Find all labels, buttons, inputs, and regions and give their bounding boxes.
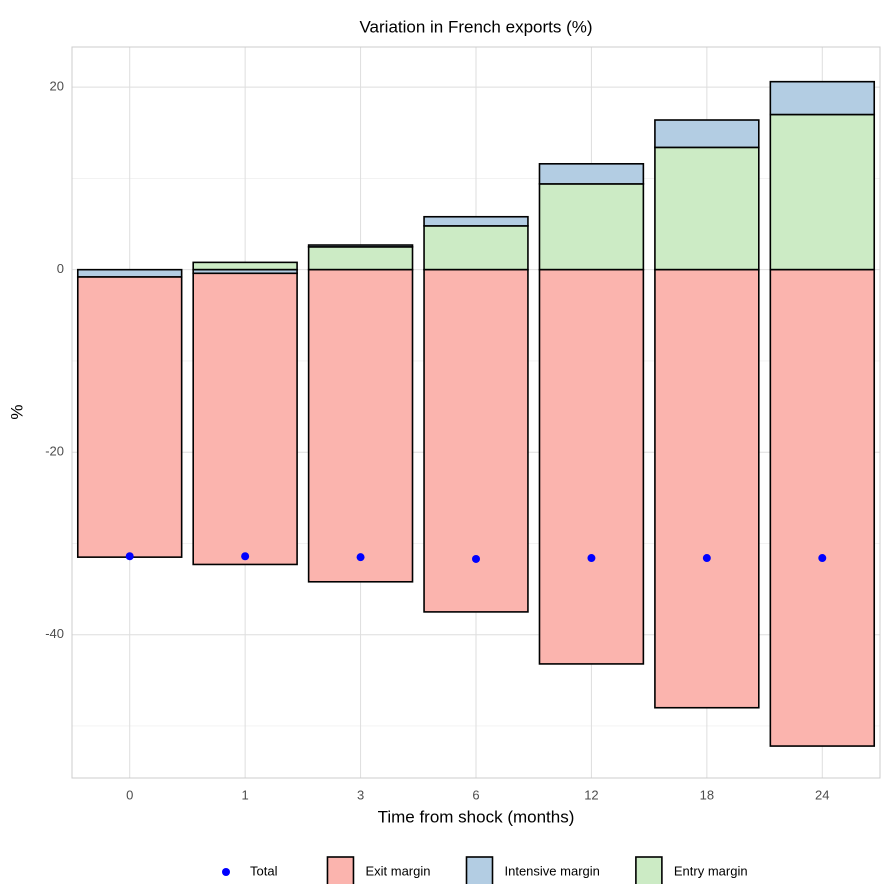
bar-segment	[423, 225, 529, 271]
total-point	[702, 554, 711, 563]
x-axis-label: Time from shock (months)	[378, 807, 575, 826]
y-tick-label: -20	[45, 444, 64, 459]
legend-swatch	[635, 856, 663, 884]
bar-segment	[538, 183, 645, 271]
bar-segment	[538, 268, 645, 665]
bar-segment	[538, 163, 645, 185]
y-axis-label: %	[7, 404, 26, 419]
bar-segment	[192, 272, 298, 566]
total-point	[356, 553, 365, 562]
y-tick-label: 20	[50, 79, 64, 94]
legend-swatch	[326, 856, 355, 884]
legend-point	[222, 868, 230, 876]
bar-segment	[423, 215, 529, 227]
legend-label: Total	[250, 863, 278, 878]
bar-segment	[307, 268, 414, 583]
bar-segment	[307, 244, 414, 248]
bar-segment	[423, 268, 529, 613]
bar-segment	[654, 268, 760, 709]
legend-label: Exit margin	[365, 863, 430, 878]
bar-segment	[76, 276, 183, 558]
legend-label: Entry margin	[674, 863, 748, 878]
x-tick-label: 12	[584, 787, 598, 802]
bar-segment	[769, 80, 876, 116]
bar-segment	[654, 146, 760, 271]
y-tick-label: 0	[57, 261, 64, 276]
y-tick-label: -40	[45, 626, 64, 641]
bar-segment	[76, 268, 183, 278]
total-point	[472, 554, 480, 563]
x-tick-label: 1	[242, 787, 249, 802]
legend-swatch	[465, 856, 494, 884]
x-tick-label: 24	[815, 787, 829, 802]
x-tick-label: 3	[357, 787, 364, 802]
bar-segment	[769, 113, 876, 271]
bar-segment	[654, 119, 760, 149]
bar-segment	[192, 261, 298, 271]
bar-segment	[307, 246, 414, 271]
x-tick-label: 18	[700, 787, 714, 802]
total-point	[587, 554, 596, 563]
legend-label: Intensive margin	[505, 863, 600, 878]
panel-border	[71, 46, 881, 779]
chart-title: Variation in French exports (%)	[359, 17, 592, 36]
total-point	[818, 554, 827, 563]
bar-segment	[769, 268, 876, 747]
x-tick-label: 0	[126, 787, 133, 802]
total-point	[125, 552, 134, 561]
x-tick-label: 6	[472, 787, 479, 802]
total-point	[241, 552, 250, 561]
